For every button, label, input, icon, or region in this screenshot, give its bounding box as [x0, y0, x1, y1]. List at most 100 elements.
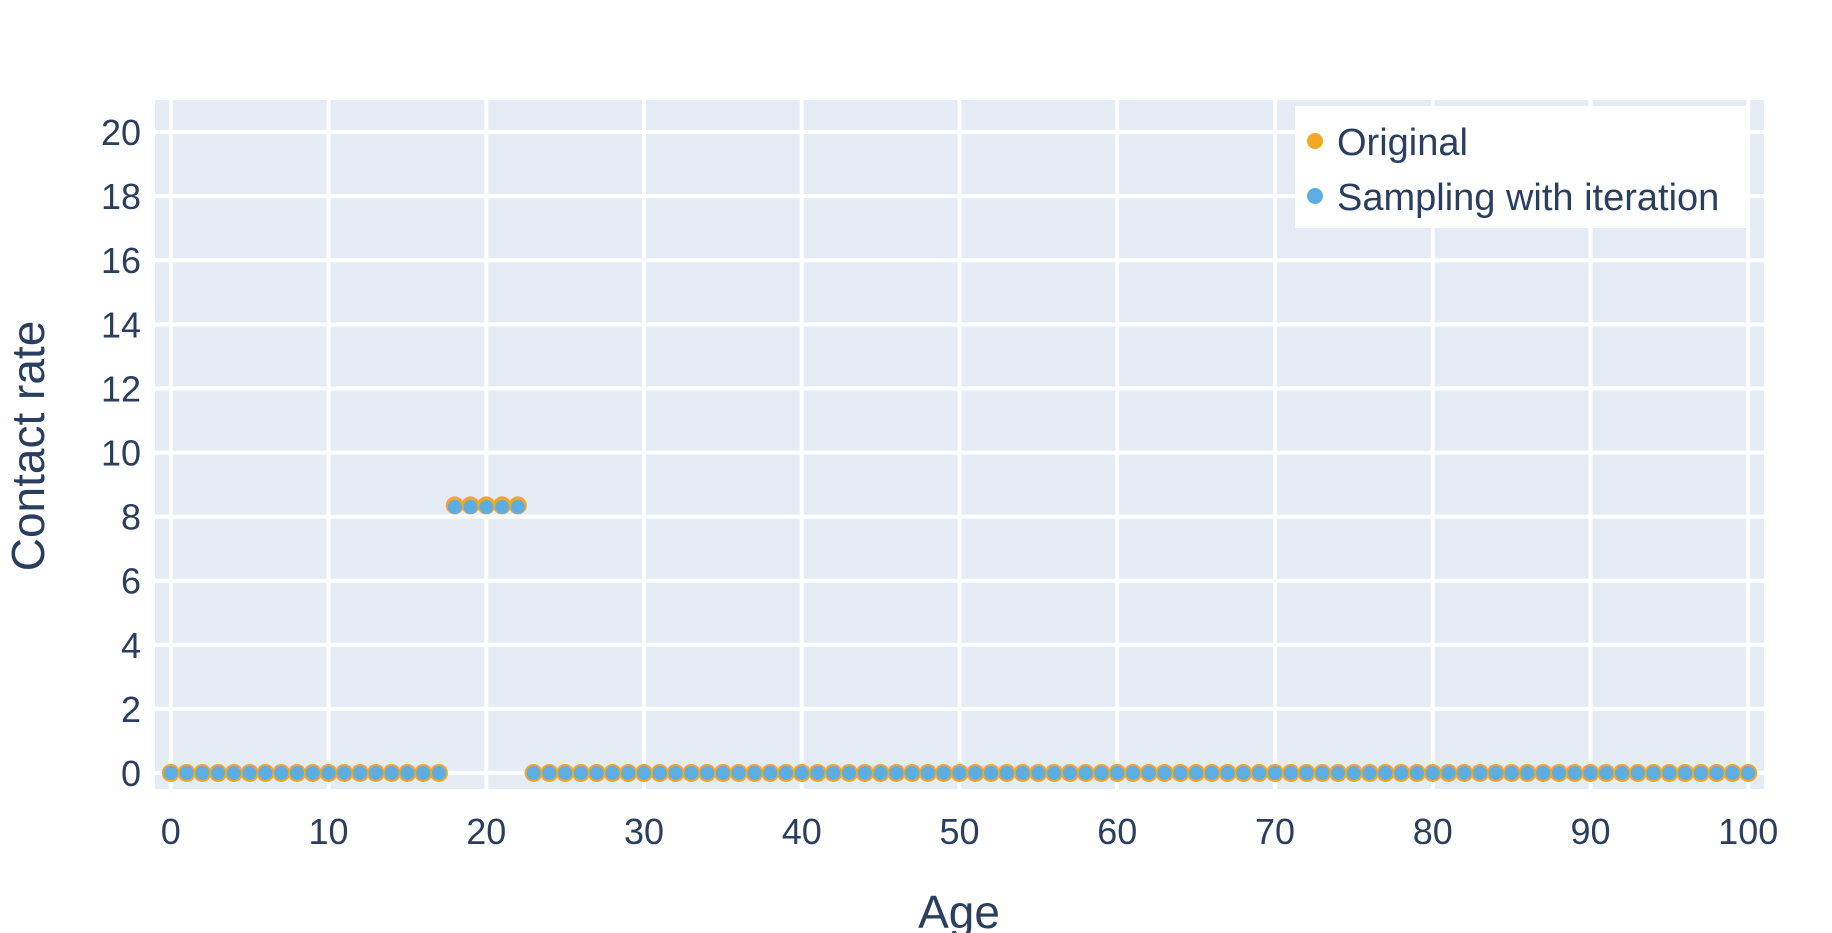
data-point[interactable] — [857, 765, 872, 780]
data-point[interactable] — [321, 765, 336, 780]
data-point[interactable] — [1299, 765, 1314, 780]
data-point[interactable] — [1362, 765, 1377, 780]
data-point[interactable] — [416, 765, 431, 780]
data-point[interactable] — [684, 765, 699, 780]
data-point[interactable] — [1536, 765, 1551, 780]
data-point[interactable] — [1741, 765, 1756, 780]
data-point[interactable] — [305, 765, 320, 780]
data-point[interactable] — [1315, 765, 1330, 780]
data-point[interactable] — [1599, 765, 1614, 780]
data-point[interactable] — [1551, 765, 1566, 780]
data-point[interactable] — [1409, 765, 1424, 780]
data-point[interactable] — [242, 765, 257, 780]
data-point[interactable] — [1047, 765, 1062, 780]
data-point[interactable] — [179, 765, 194, 780]
data-point[interactable] — [337, 765, 352, 780]
data-point[interactable] — [1062, 765, 1077, 780]
data-point[interactable] — [1220, 765, 1235, 780]
data-point[interactable] — [700, 765, 715, 780]
data-point[interactable] — [1015, 765, 1030, 780]
legend-label-sampling-with-iteration[interactable]: Sampling with iteration — [1337, 177, 1719, 219]
data-point[interactable] — [1488, 765, 1503, 780]
data-point[interactable] — [1189, 765, 1204, 780]
data-point[interactable] — [936, 765, 951, 780]
data-point[interactable] — [510, 499, 525, 514]
data-point[interactable] — [163, 765, 178, 780]
data-point[interactable] — [1504, 765, 1519, 780]
data-point[interactable] — [353, 765, 368, 780]
data-point[interactable] — [1567, 765, 1582, 780]
data-point[interactable] — [384, 765, 399, 780]
data-point[interactable] — [873, 765, 888, 780]
data-point[interactable] — [715, 765, 730, 780]
data-point[interactable] — [968, 765, 983, 780]
data-point[interactable] — [747, 765, 762, 780]
data-point[interactable] — [1110, 765, 1125, 780]
data-point[interactable] — [889, 765, 904, 780]
data-point[interactable] — [1331, 765, 1346, 780]
data-point[interactable] — [1630, 765, 1645, 780]
data-point[interactable] — [621, 765, 636, 780]
data-point[interactable] — [1346, 765, 1361, 780]
data-point[interactable] — [1662, 765, 1677, 780]
data-point[interactable] — [1583, 765, 1598, 780]
data-point[interactable] — [1031, 765, 1046, 780]
data-point[interactable] — [431, 765, 446, 780]
data-point[interactable] — [999, 765, 1014, 780]
data-point[interactable] — [274, 765, 289, 780]
data-point[interactable] — [794, 765, 809, 780]
data-point[interactable] — [1126, 765, 1141, 780]
data-point[interactable] — [1725, 765, 1740, 780]
data-point[interactable] — [605, 765, 620, 780]
data-point[interactable] — [920, 765, 935, 780]
data-point[interactable] — [1283, 765, 1298, 780]
legend-label-original[interactable]: Original — [1337, 122, 1468, 164]
data-point[interactable] — [1473, 765, 1488, 780]
data-point[interactable] — [1173, 765, 1188, 780]
data-point[interactable] — [763, 765, 778, 780]
data-point[interactable] — [195, 765, 210, 780]
data-point[interactable] — [1615, 765, 1630, 780]
data-point[interactable] — [1394, 765, 1409, 780]
data-point[interactable] — [652, 765, 667, 780]
data-point[interactable] — [984, 765, 999, 780]
data-point[interactable] — [1441, 765, 1456, 780]
data-point[interactable] — [558, 765, 573, 780]
data-point[interactable] — [400, 765, 415, 780]
data-point[interactable] — [1709, 765, 1724, 780]
data-point[interactable] — [1078, 765, 1093, 780]
data-point[interactable] — [289, 765, 304, 780]
data-point[interactable] — [637, 765, 652, 780]
data-point[interactable] — [258, 765, 273, 780]
data-point[interactable] — [1157, 765, 1172, 780]
data-point[interactable] — [447, 499, 462, 514]
data-point[interactable] — [842, 765, 857, 780]
data-point[interactable] — [1693, 765, 1708, 780]
data-point[interactable] — [368, 765, 383, 780]
data-point[interactable] — [1425, 765, 1440, 780]
data-point[interactable] — [1267, 765, 1282, 780]
data-point[interactable] — [589, 765, 604, 780]
data-point[interactable] — [1520, 765, 1535, 780]
data-point[interactable] — [1457, 765, 1472, 780]
data-point[interactable] — [463, 499, 478, 514]
data-point[interactable] — [905, 765, 920, 780]
data-point[interactable] — [1141, 765, 1156, 780]
data-point[interactable] — [1378, 765, 1393, 780]
data-point[interactable] — [826, 765, 841, 780]
data-point[interactable] — [526, 765, 541, 780]
data-point[interactable] — [573, 765, 588, 780]
data-point[interactable] — [226, 765, 241, 780]
data-point[interactable] — [1236, 765, 1251, 780]
data-point[interactable] — [668, 765, 683, 780]
data-point[interactable] — [211, 765, 226, 780]
data-point[interactable] — [778, 765, 793, 780]
legend[interactable]: Original Sampling with iteration — [1295, 106, 1747, 228]
data-point[interactable] — [542, 765, 557, 780]
data-point[interactable] — [810, 765, 825, 780]
data-point[interactable] — [1678, 765, 1693, 780]
data-point[interactable] — [495, 499, 510, 514]
data-point[interactable] — [1252, 765, 1267, 780]
data-point[interactable] — [952, 765, 967, 780]
data-point[interactable] — [1646, 765, 1661, 780]
